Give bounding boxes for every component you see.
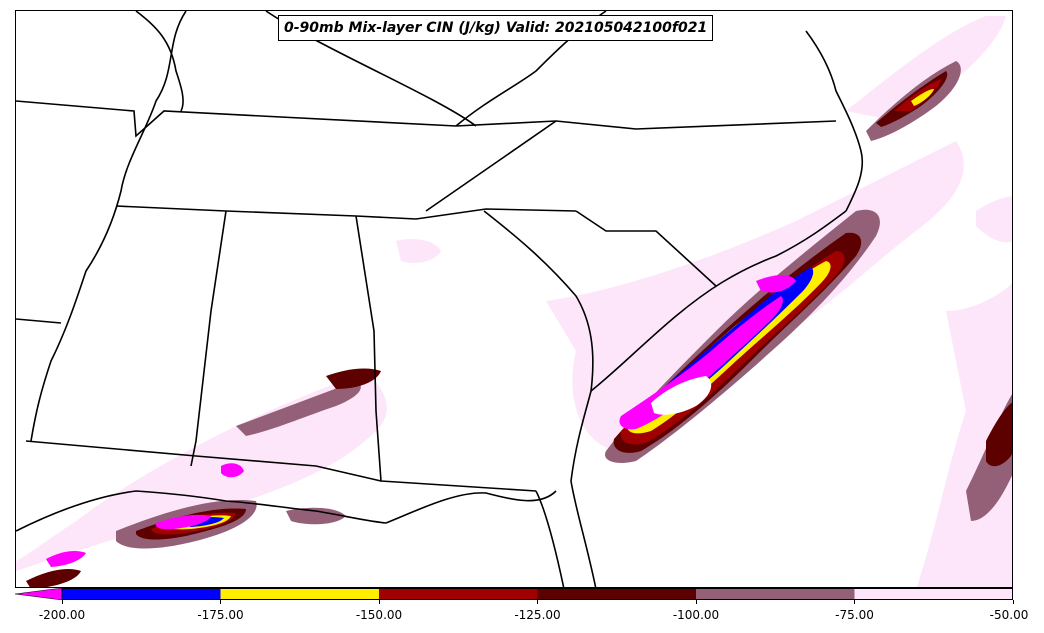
coastline — [535, 490, 565, 587]
colorbar-bin — [62, 588, 221, 600]
state-border — [16, 318, 62, 324]
cin-shading — [16, 16, 1012, 587]
boundaries — [16, 11, 864, 587]
colorbar-outline — [61, 588, 1013, 600]
colorbar-tick-label: -100.00 — [672, 608, 720, 622]
coastline — [590, 210, 847, 392]
colorbar-bin — [537, 588, 696, 600]
state-border — [25, 440, 382, 482]
colorbar-tick-mark — [537, 600, 538, 604]
colorbar-tick-mark — [61, 600, 63, 604]
colorbar-tick-label: -125.00 — [514, 608, 561, 622]
cin-area-light — [396, 239, 441, 263]
cin-area-magenta — [46, 551, 86, 567]
colorbar-tick-mark — [220, 600, 221, 604]
cin-area-yellow — [911, 89, 934, 106]
colorbar-bin — [220, 588, 379, 600]
coastline — [16, 490, 387, 532]
colorbar-tick-label: -75.00 — [835, 608, 874, 622]
river — [135, 11, 184, 112]
coastline — [805, 30, 864, 212]
cin-area-magenta — [155, 514, 211, 530]
cin-area-light — [846, 16, 1006, 121]
state-border — [575, 210, 717, 287]
state-border — [115, 205, 577, 220]
colorbar-extend-min — [15, 588, 63, 600]
state-border — [425, 120, 557, 212]
colorbar-tick-mark — [1012, 600, 1014, 604]
colorbar-tick-label: -175.00 — [197, 608, 244, 622]
cin-area-red — [894, 79, 941, 111]
state-border — [190, 210, 227, 467]
colorbar-bin — [854, 588, 1013, 600]
cin-area-magenta — [221, 463, 244, 478]
colorbar — [15, 588, 1013, 600]
cin-area-darkred — [986, 402, 1012, 467]
cin-map — [16, 11, 1012, 587]
map-panel — [15, 10, 1013, 588]
colorbar-tick-mark — [378, 600, 380, 604]
cin-area-hole — [651, 376, 712, 415]
colorbar-tick-label: -200.00 — [38, 608, 86, 622]
colorbar-tick-label: -50.00 — [989, 608, 1029, 622]
state-border — [16, 100, 837, 138]
colorbar-bin — [696, 588, 855, 600]
cin-area-darkred — [26, 569, 81, 587]
cin-area-mauve — [236, 381, 361, 436]
colorbar-tick-mark — [854, 600, 855, 604]
colorbar-tick-mark — [695, 600, 697, 604]
cin-area-magenta — [756, 275, 796, 293]
cin-area-light — [976, 196, 1012, 243]
colorbar-tick-label: -150.00 — [355, 608, 403, 622]
state-border — [355, 215, 537, 492]
cin-area-darkred — [326, 368, 381, 389]
coastline — [385, 490, 557, 524]
cin-area-mauve — [286, 507, 346, 525]
map-title: 0-90mb Mix-layer CIN (J/kg) Valid: 20210… — [278, 15, 714, 41]
river — [30, 11, 187, 442]
colorbar-bin — [379, 588, 538, 600]
